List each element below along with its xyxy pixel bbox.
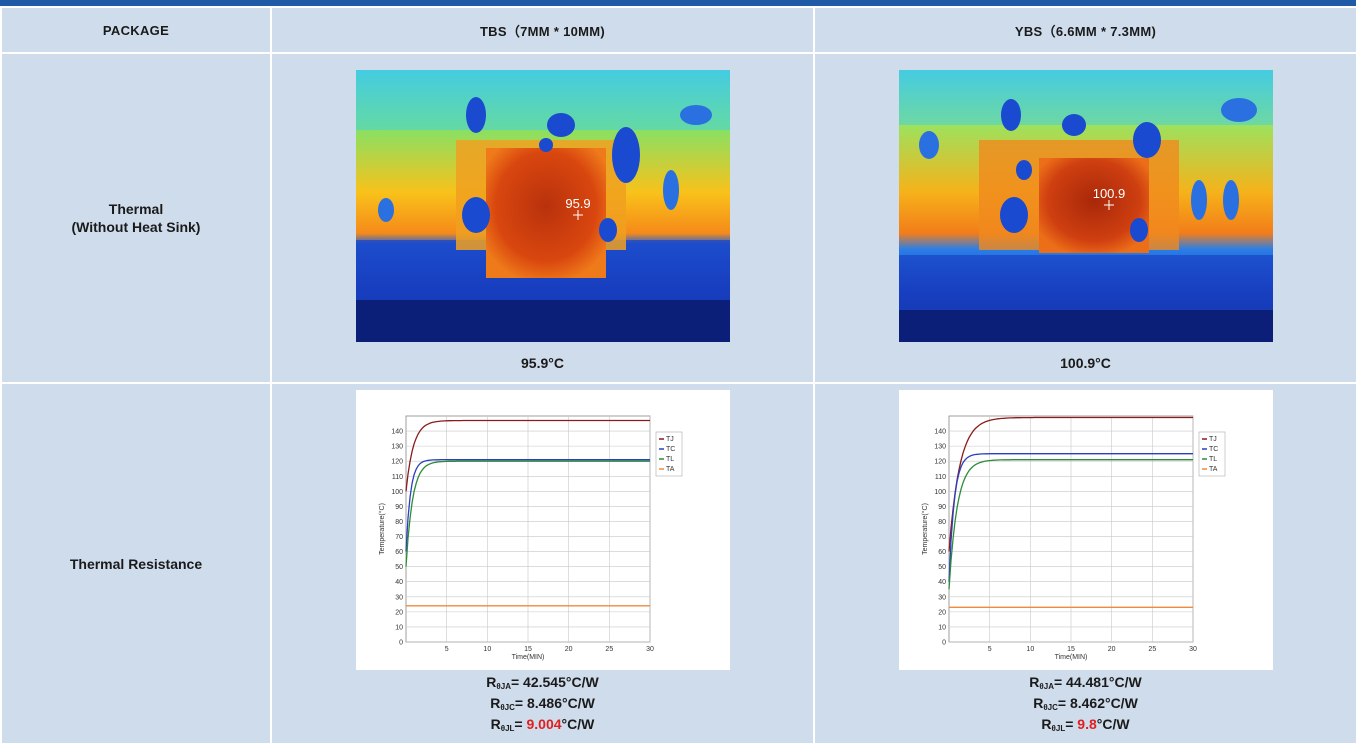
series-line-tj-tbs xyxy=(404,419,650,492)
y-tick-label-tbs: 20 xyxy=(395,609,403,616)
y-tick-label-ybs: 110 xyxy=(934,474,945,481)
resistance-row: Thermal Resistance 0 10 20 30 40 50 60 70 80 90 10… xyxy=(2,384,1356,743)
y-tick-label-tbs: 90 xyxy=(395,504,403,511)
y-tick-label-ybs: 0 xyxy=(942,640,946,647)
header-package: PACKAGE xyxy=(2,8,270,52)
y-tick-label-ybs: 90 xyxy=(938,504,946,511)
top-accent-line xyxy=(0,0,1356,6)
y-tick-label-tbs: 100 xyxy=(391,489,403,496)
x-tick-label-tbs: 20 xyxy=(564,646,572,653)
y-tick-label-tbs: 40 xyxy=(395,579,403,586)
y-tick-label-ybs: 40 xyxy=(938,579,946,586)
y-tick-label-ybs: 140 xyxy=(934,429,946,436)
thermal-cell-tbs: 95.9 95.9°C xyxy=(272,54,813,382)
y-tick-label-ybs: 100 xyxy=(934,489,946,496)
series-line-tc-ybs xyxy=(947,453,1193,582)
r-theta-jc-ybs: RθJC= 8.462°C/W xyxy=(1033,695,1138,712)
r-theta-jc-tbs: RθJC= 8.486°C/W xyxy=(490,695,595,712)
legend-label-tj-ybs: TJ xyxy=(1209,436,1217,443)
header-ybs: YBS（6.6MM * 7.3MM) xyxy=(815,8,1356,52)
y-tick-label-tbs: 110 xyxy=(391,474,402,481)
y-tick-label-tbs: 70 xyxy=(395,534,403,541)
thermal-row: Thermal (Without Heat Sink) xyxy=(2,54,1356,382)
x-tick-label-tbs: 30 xyxy=(646,646,654,653)
thermal-overlay-ybs: 100.9 xyxy=(1092,186,1125,201)
thermal-label-line1: Thermal xyxy=(108,201,164,217)
y-tick-label-ybs: 80 xyxy=(938,519,946,526)
y-tick-label-tbs: 10 xyxy=(395,624,403,631)
y-tick-label-ybs: 20 xyxy=(938,609,946,616)
y-tick-label-ybs: 60 xyxy=(938,549,946,556)
x-tick-label-ybs: 5 xyxy=(987,646,991,653)
y-tick-label-ybs: 30 xyxy=(938,594,946,601)
x-axis-label-ybs: Time(MIN) xyxy=(1054,654,1087,661)
y-tick-label-tbs: 80 xyxy=(395,519,403,526)
r-theta-jl-tbs: RθJL= 9.004°C/W xyxy=(490,716,595,733)
thermal-caption-ybs: 100.9°C xyxy=(1060,354,1111,371)
series-line-tl-ybs xyxy=(947,459,1193,590)
legend-label-ta-ybs: TA xyxy=(1209,466,1218,473)
series-line-tl-tbs xyxy=(404,460,650,567)
thermal-resistance-chart-ybs: 0 10 20 30 40 50 60 70 80 90 100 110 120 130 140 5 10 15 2… xyxy=(921,415,1225,661)
header-tbs: TBS（7MM * 10MM) xyxy=(272,8,813,52)
chart-panel-tbs: 0 10 20 30 40 50 60 70 80 90 100 110 120 130 140 5 10 15 2… xyxy=(355,390,730,670)
x-tick-label-tbs: 5 xyxy=(444,646,448,653)
y-tick-label-ybs: 120 xyxy=(934,459,946,466)
resistance-values-ybs: RθJA= 44.481°C/W RθJC= 8.462°C/W RθJL= 9… xyxy=(815,674,1356,737)
thermal-caption-tbs: 95.9°C xyxy=(521,354,564,371)
x-axis-label-tbs: Time(MIN) xyxy=(511,654,544,661)
resistance-cell-tbs: 0 10 20 30 40 50 60 70 80 90 100 110 120 130 140 5 10 15 2… xyxy=(272,384,813,743)
y-tick-label-ybs: 10 xyxy=(938,624,946,631)
chart-panel-ybs: 0 10 20 30 40 50 60 70 80 90 100 110 120 130 140 5 10 15 2… xyxy=(898,390,1273,670)
y-tick-label-tbs: 60 xyxy=(395,549,403,556)
header-row: PACKAGE TBS（7MM * 10MM) YBS（6.6MM * 7.3M… xyxy=(2,8,1356,52)
legend-label-tl-tbs: TL xyxy=(666,456,674,463)
y-tick-label-tbs: 140 xyxy=(391,429,403,436)
legend-label-tc-tbs: TC xyxy=(666,446,675,453)
x-tick-label-ybs: 15 xyxy=(1067,646,1075,653)
r-theta-ja-tbs: RθJA= 42.545°C/W xyxy=(486,674,599,691)
thermal-label-line2: (Without Heat Sink) xyxy=(71,219,201,235)
legend-label-tl-ybs: TL xyxy=(1209,456,1217,463)
resistance-values-tbs: RθJA= 42.545°C/W RθJC= 8.486°C/W RθJL= 9… xyxy=(272,674,813,737)
resistance-cell-ybs: 0 10 20 30 40 50 60 70 80 90 100 110 120 130 140 5 10 15 2… xyxy=(815,384,1356,743)
y-tick-label-tbs: 130 xyxy=(391,444,403,451)
y-tick-label-ybs: 70 xyxy=(938,534,946,541)
series-line-tj-ybs xyxy=(947,416,1193,552)
x-tick-label-tbs: 25 xyxy=(605,646,613,653)
y-tick-label-ybs: 50 xyxy=(938,564,946,571)
y-tick-label-tbs: 50 xyxy=(395,564,403,571)
thermal-resistance-chart-tbs: 0 10 20 30 40 50 60 70 80 90 100 110 120 130 140 5 10 15 2… xyxy=(378,415,682,661)
x-tick-label-ybs: 25 xyxy=(1148,646,1156,653)
y-tick-label-tbs: 120 xyxy=(391,459,403,466)
thermal-cell-ybs: 100.9 100.9°C xyxy=(815,54,1356,382)
x-tick-label-tbs: 15 xyxy=(524,646,532,653)
thermal-overlay-tbs: 95.9 xyxy=(565,196,590,211)
thermal-row-label: Thermal (Without Heat Sink) xyxy=(2,54,270,382)
y-tick-label-tbs: 30 xyxy=(395,594,403,601)
r-theta-jl-ybs: RθJL= 9.8°C/W xyxy=(1041,716,1130,733)
legend-label-tj-tbs: TJ xyxy=(666,436,674,443)
comparison-table: PACKAGE TBS（7MM * 10MM) YBS（6.6MM * 7.3M… xyxy=(0,6,1356,745)
x-tick-label-ybs: 30 xyxy=(1189,646,1197,653)
x-tick-label-tbs: 10 xyxy=(483,646,491,653)
legend-label-tc-ybs: TC xyxy=(1209,446,1218,453)
r-theta-ja-ybs: RθJA= 44.481°C/W xyxy=(1029,674,1142,691)
legend-label-ta-tbs: TA xyxy=(666,466,675,473)
y-tick-label-ybs: 130 xyxy=(934,444,946,451)
resistance-row-label: Thermal Resistance xyxy=(2,384,270,743)
x-tick-label-ybs: 20 xyxy=(1107,646,1115,653)
y-axis-label-ybs: Temperature(°C) xyxy=(921,503,929,555)
thermal-image-ybs: 100.9 xyxy=(898,69,1273,342)
y-tick-label-tbs: 0 xyxy=(399,640,403,647)
series-line-tc-tbs xyxy=(404,459,650,552)
thermal-image-tbs: 95.9 xyxy=(355,69,730,342)
y-axis-label-tbs: Temperature(°C) xyxy=(378,503,386,555)
x-tick-label-ybs: 10 xyxy=(1026,646,1034,653)
